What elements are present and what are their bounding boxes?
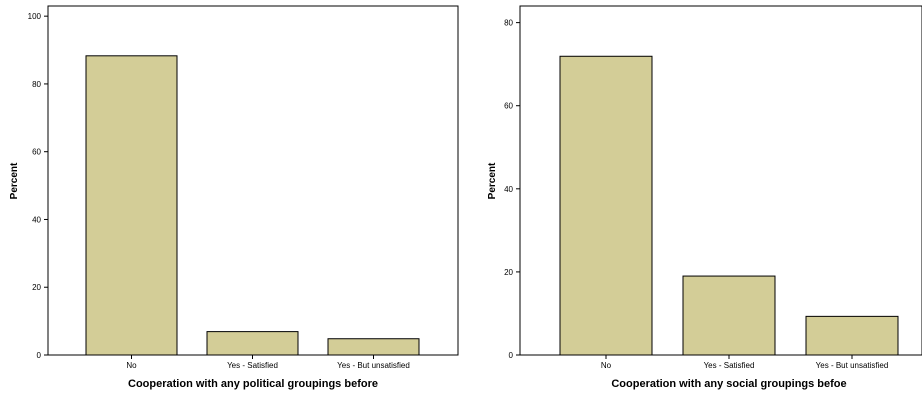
x-axis-label: Cooperation with any political groupings…	[128, 378, 378, 390]
x-tick-label: Yes - Satisfied	[227, 361, 278, 370]
y-axis: 0 20 40 60 80 100	[28, 12, 48, 360]
y-axis-label: Percent	[9, 162, 20, 199]
x-axis: No Yes - Satisfied Yes - But unsatisfied	[126, 355, 410, 370]
y-tick-label: 40	[32, 215, 41, 224]
y-axis-label: Percent	[487, 162, 498, 199]
bar	[805, 315, 899, 356]
bar	[85, 55, 178, 356]
bar-group	[85, 55, 420, 356]
x-tick-label: Yes - But unsatisfied	[337, 361, 410, 370]
y-tick-label: 100	[28, 12, 42, 21]
bar	[559, 55, 653, 356]
y-tick-label: 0	[509, 351, 514, 360]
y-axis: 0 20 40 60 80	[504, 19, 520, 360]
bar	[327, 338, 420, 356]
x-tick-label: No	[601, 361, 612, 370]
y-tick-label: 60	[32, 148, 41, 157]
y-tick-label: 60	[504, 102, 513, 111]
x-tick-label: No	[126, 361, 137, 370]
x-axis-label: Cooperation with any social groupings be…	[611, 378, 846, 390]
x-tick-label: Yes - But unsatisfied	[816, 361, 889, 370]
chart-social-groupings: 0 20 40 60 80 No Yes - Satisfied Yes - But uns…	[487, 5, 922, 390]
y-tick-label: 80	[504, 19, 513, 28]
bar	[682, 275, 776, 356]
y-tick-label: 20	[32, 283, 41, 292]
bar-group	[559, 55, 899, 356]
y-tick-label: 40	[504, 185, 513, 194]
y-tick-label: 0	[37, 351, 42, 360]
bar	[206, 331, 299, 356]
x-axis: No Yes - Satisfied Yes - But unsatisfied	[601, 355, 888, 370]
y-tick-label: 80	[32, 80, 41, 89]
x-tick-label: Yes - Satisfied	[704, 361, 755, 370]
chart-political-groupings: 0 20 40 60 80 100 No Yes - Satisfied Yes - But …	[9, 5, 459, 390]
y-tick-label: 20	[504, 268, 513, 277]
